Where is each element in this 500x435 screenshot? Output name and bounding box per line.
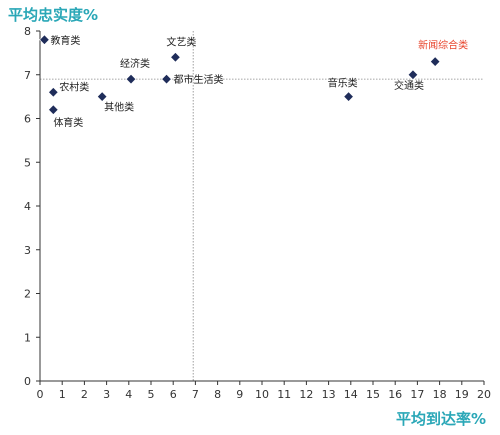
x-tick-label: 5 [148,388,155,401]
x-tick-label: 13 [322,388,336,401]
x-tick-label: 12 [299,388,313,401]
x-tick-label: 11 [277,388,291,401]
x-tick-label: 2 [81,388,88,401]
data-point [161,73,172,85]
data-point-label: 音乐类 [328,77,358,90]
data-point [48,104,59,115]
axes [36,30,485,385]
data-point-label: 体育类 [53,116,83,129]
data-point-label: 教育类 [50,34,80,47]
y-tick-label: 3 [24,244,31,257]
x-tick-label: 10 [255,388,269,401]
y-tick-label: 2 [24,288,31,301]
y-tick-label: 4 [24,200,31,213]
data-point-label: 其他类 [104,101,134,114]
x-tick-label: 14 [344,388,358,401]
data-point-label: 交通类 [394,79,424,92]
data-point-label: 文艺类 [166,35,196,48]
data-point [96,91,108,102]
x-tick-label: 19 [455,388,469,401]
x-axis-title: 平均到达率% [396,410,486,428]
x-tick-label: 0 [37,388,44,401]
x-tick-label: 17 [410,388,424,401]
data-point [407,69,419,80]
data-point [343,91,354,102]
data-point-label: 农村类 [59,80,89,93]
reference-lines [40,31,484,381]
data-point [39,34,50,45]
data-points [39,34,441,115]
y-tick-label: 6 [24,113,31,126]
x-tick-label: 1 [59,388,66,401]
y-tick-label: 0 [24,375,31,388]
data-point-label: 都市生活类 [174,73,224,86]
x-tick-label: 18 [433,388,447,401]
x-tick-label: 3 [103,388,110,401]
x-tick-label: 9 [236,388,243,401]
x-tick-label: 4 [125,388,132,401]
x-tick-label: 8 [214,388,221,401]
y-tick-label: 7 [24,69,31,82]
y-tick-label: 5 [24,156,31,169]
data-point-label: 新闻综合类 [418,39,468,52]
x-tick-label: 7 [192,388,199,401]
x-tick-label: 20 [477,388,491,401]
y-tick-label: 1 [24,331,31,344]
data-point [429,56,441,67]
data-point [48,87,59,98]
data-point-label: 经济类 [120,57,150,70]
data-point [170,52,181,63]
y-axis-title: 平均忠实度% [8,6,98,24]
y-tick-label: 8 [24,25,31,38]
x-tick-label: 16 [388,388,402,401]
x-tick-label: 6 [170,388,177,401]
x-tick-label: 15 [366,388,380,401]
data-point [125,73,137,85]
